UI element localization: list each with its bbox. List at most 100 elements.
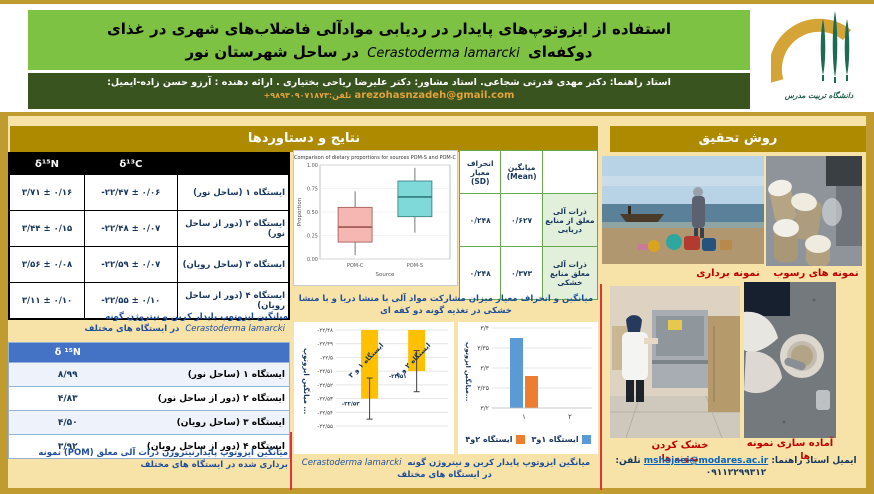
svg-text:-۲۲/۵۱: -۲۲/۵۱: [317, 369, 333, 375]
svg-text:Source: Source: [376, 272, 396, 278]
presenter-email-link[interactable]: arezohasnzadeh@gmail.com: [354, 90, 515, 101]
mixing-table-sd-header: انحراف معیار (SD): [458, 150, 502, 194]
beach-photo-illustration: [602, 156, 764, 264]
supervisor-email-link[interactable]: mshojaei@modares.ac.ir: [643, 456, 769, 466]
table-row: ایستگاه ۴ (دور از ساحل رویان) -۲۲/۵۵ ± ۰…: [8, 282, 290, 320]
column-divider: [290, 432, 292, 490]
boxplot-chart: Comparison of dietary proportions for so…: [294, 155, 457, 278]
svg-text:میانگین ایزوتوپ...: میانگین ایزوتوپ...: [464, 342, 472, 401]
svg-text:۳/۴: ۳/۴: [481, 325, 489, 332]
svg-text:۳/۳: ۳/۳: [481, 365, 490, 372]
section-methods-header: روش تحقیق: [610, 126, 866, 152]
table-row: ذرات آلی معلق از منابع دریایی ۰/۶۲۷ ۰/۲۴…: [458, 193, 599, 247]
legend-swatch-blue: [581, 435, 591, 444]
isotope-table-c13-header: δ¹³C: [84, 152, 178, 175]
svg-text:-۲۲/۵۲: -۲۲/۵۲: [317, 383, 333, 389]
svg-text:۳/۲: ۳/۲: [481, 405, 489, 412]
table-row: ایستگاه ۱ (ساحل نور) ۸/۹۹: [8, 362, 290, 387]
phone-label: تلفن:: [328, 91, 352, 100]
title-line-2: دوکفه‌ای Cerastoderma lamarcki در ساحل ش…: [28, 41, 750, 64]
svg-text:POM-S: POM-S: [407, 263, 423, 269]
svg-text:۳/۳۵: ۳/۳۵: [477, 345, 489, 352]
caption-sampling: نمونه برداری: [696, 268, 760, 279]
isotope-table: δ¹³C δ¹⁵N ایستگاه ۱ (ساحل نور) -۲۲/۴۷ ± …: [8, 152, 290, 320]
table-row: ایستگاه ۲ (دور از ساحل نور) -۲۲/۴۸ ± ۰/۰…: [8, 210, 290, 247]
svg-text:0.00: 0.00: [307, 257, 318, 263]
nitrogen-chart-panel: ۳/۲ ۳/۲۵ ۳/۳ ۳/۳۵ ۳/۴ ۱ ۲ میانگین ایزوتوپ... ای…: [458, 322, 598, 454]
pom-table-caption: میانگین ایزوتوپ پایدارنیتروژن ذرات آلی م…: [38, 448, 288, 470]
caption-preparation: آماده سازی نمونه ها: [746, 438, 834, 462]
pom-table: δ ¹⁵N ایستگاه ۱ (ساحل نور) ۸/۹۹ ایستگاه …: [8, 342, 290, 459]
credits-bar: استاد راهنما: دکتر مهدی قدرتی شجاعی. است…: [28, 73, 750, 109]
caption-drying: خشک کردن نمونه ها: [651, 440, 709, 464]
isotope-table-caption: میانگین ایزوتوپ پایدار کربن و نیتروژن گو…: [84, 312, 288, 334]
oven-photo-illustration: [610, 286, 740, 438]
legend-item: ایستگاه ۲و۴: [465, 435, 525, 444]
svg-text:۲: ۲: [568, 413, 572, 421]
mixing-table: میانگین (Mean) انحراف معیار (SD) ذرات آل…: [458, 150, 599, 300]
email-label: ایمیل استاد راهنما:: [771, 456, 857, 466]
mixing-table-label-header: [541, 150, 599, 194]
column-divider: [600, 284, 602, 490]
svg-text:0.75: 0.75: [307, 186, 318, 192]
table-row: ایستگاه ۳ (ساحل رویان) -۲۲/۵۹ ± ۰/۰۷ ۳/۵…: [8, 246, 290, 283]
svg-text:0.25: 0.25: [307, 233, 318, 239]
legend-swatch-orange: [515, 435, 525, 444]
svg-text:Proportion: Proportion: [297, 197, 303, 226]
photo-beach-sampling: [602, 156, 764, 264]
table-row: ایستگاه ۲ (دور از ساحل نور) ۴/۸۳: [8, 386, 290, 411]
mixing-table-caption: میانگین و انحراف معیار میزان مشارکت مواد…: [298, 294, 594, 316]
svg-text:-۲۲/۵۳: -۲۲/۵۳: [342, 402, 360, 408]
footer-phone-label: تلفن:: [615, 456, 641, 466]
credits-text: استاد راهنما: دکتر مهدی قدرتی شجاعی. است…: [107, 77, 671, 88]
svg-text:Comparison of dietary proporti: Comparison of dietary proportions for so…: [294, 155, 457, 161]
footer-contact: ایمیل استاد راهنما: mshojaei@modares.ac.…: [604, 456, 868, 478]
svg-text:-۲۲/۵۴: -۲۲/۵۴: [317, 410, 333, 416]
svg-text:-۲۲/۵۱: -۲۲/۵۱: [389, 374, 407, 380]
svg-text:-۲۲/۴۹: -۲۲/۴۹: [317, 342, 333, 348]
svg-text:POM-C: POM-C: [347, 263, 364, 269]
logo-text: دانشگاه تربیت مدرس: [784, 91, 854, 100]
carbon-bar-chart: -۲۲/۴۸ -۲۲/۴۹ -۲۲/۵ -۲۲/۵۱ -۲۲/۵۲ -۲۲/۵۳ -۲۲/۵…: [302, 328, 448, 430]
table-row: ایستگاه ۴ (دور از ساحل رویان) ۳/۹۲: [8, 434, 290, 459]
presenter-phone: +۹۸۹۳۰۹۰۷۱۸۷۳: [263, 91, 329, 100]
svg-text:-۲۲/۵۵: -۲۲/۵۵: [317, 424, 333, 430]
svg-text:-۲۲/۵: -۲۲/۵: [320, 355, 333, 361]
mixing-table-mean-header: میانگین (Mean): [500, 150, 543, 194]
section-results-header: نتایج و دستاوردها: [10, 126, 598, 152]
university-logo: دانشگاه تربیت مدرس: [768, 5, 870, 109]
carbon-chart-panel: -۲۲/۴۸ -۲۲/۴۹ -۲۲/۵ -۲۲/۵۱ -۲۲/۵۲ -۲۲/۵۳ -۲۲/۵…: [294, 322, 454, 454]
supervisor-phone: ۰۹۱۱۲۲۹۹۳۱۲: [705, 468, 767, 478]
svg-text:۳/۲۵: ۳/۲۵: [477, 385, 489, 392]
svg-text:-۲۲/۵۳: -۲۲/۵۳: [317, 397, 333, 403]
svg-text:۱: ۱: [522, 413, 526, 421]
boxplot-panel: Comparison of dietary proportions for so…: [293, 150, 458, 286]
svg-text:1.00: 1.00: [307, 163, 318, 169]
tmu-logo-icon: [768, 11, 852, 83]
chart-legend: ایستگاه ۱و۳ ایستگاه ۲و۴: [458, 435, 598, 444]
caption-sediment: نمونه های رسوب: [773, 268, 859, 279]
credits-contact: arezohasnzadeh@gmail.com تلفن:+۹۸۹۳۰۹۰۷۱…: [28, 90, 750, 101]
charts-caption: میانگین ایزوتوپ پایدار کربن و نیتروژن گو…: [293, 458, 596, 482]
table-row: ایستگاه ۳ (ساحل رویان) ۴/۵۰: [8, 410, 290, 435]
poster-title: استفاده از ایزوتوپ‌های پایدار در ردیابی …: [28, 10, 750, 70]
svg-text:میانگین ایزوتوپ ...: میانگین ایزوتوپ ...: [302, 348, 311, 414]
mortar-photo-illustration: [744, 282, 836, 438]
pom-table-n15-header: δ ¹⁵N: [8, 342, 127, 363]
species-name: Cerastoderma lamarcki: [367, 45, 520, 61]
svg-text:-۲۲/۴۸: -۲۲/۴۸: [317, 328, 333, 334]
table-row: ذرات آلی معلق منابع خشکی ۰/۳۷۳ ۰/۲۴۸: [458, 246, 599, 300]
legend-item: ایستگاه ۱و۳: [532, 435, 591, 444]
table-row: ایستگاه ۱ (ساحل نور) -۲۲/۴۷ ± ۰/۰۶ ۳/۷۱ …: [8, 174, 290, 211]
photo-drying-oven: [610, 286, 740, 438]
species-name: Cerastoderma lamarcki: [185, 323, 285, 334]
nitrogen-bar-chart: ۳/۲ ۳/۲۵ ۳/۳ ۳/۳۵ ۳/۴ ۱ ۲ میانگین ایزوتوپ...: [464, 325, 592, 421]
isotope-table-label-header: [176, 152, 290, 175]
photo-sample-grinding: [744, 282, 836, 438]
isotope-table-n15-header: δ¹⁵N: [8, 152, 86, 175]
photo-sediment-jars: [766, 156, 862, 266]
title-line-1: استفاده از ایزوتوپ‌های پایدار در ردیابی …: [107, 20, 671, 38]
jars-photo-illustration: [766, 156, 862, 266]
species-name: Cerastoderma lamarcki: [301, 458, 402, 468]
